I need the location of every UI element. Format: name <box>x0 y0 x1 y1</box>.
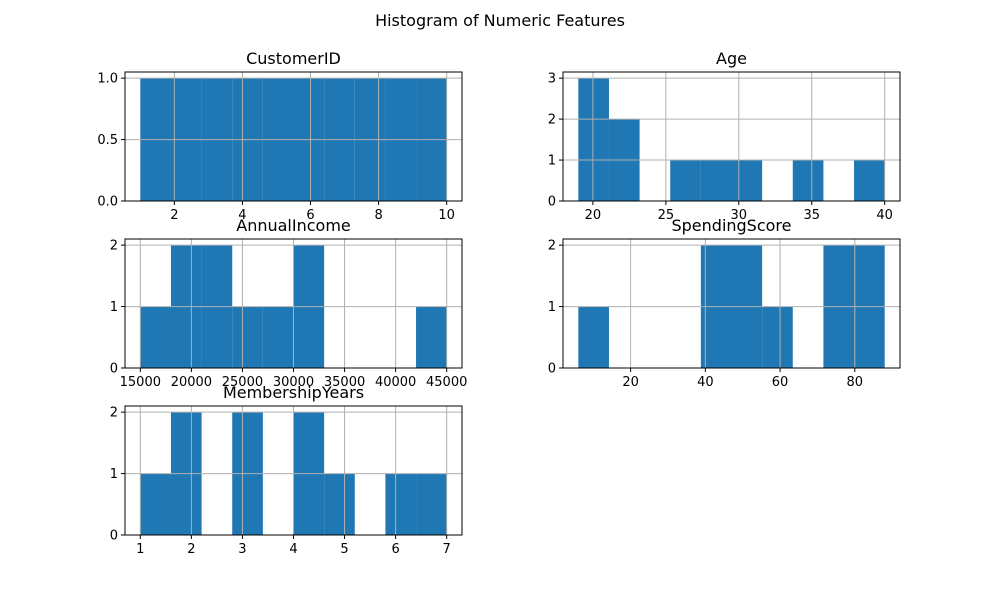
x-tick-label: 1 <box>136 542 144 557</box>
y-tick-label: 0 <box>548 195 556 210</box>
x-tick-label: 3 <box>238 542 246 557</box>
x-tick-label: 80 <box>847 375 864 390</box>
panel-annualincome: 15000 20000 25000 30000 35000 40000 45000 0 1 2 An… <box>110 216 468 390</box>
x-tick-label: 35000 <box>324 375 365 390</box>
figure-title: Histogram of Numeric Features <box>375 11 625 30</box>
y-tick-label: 0 <box>110 362 118 377</box>
x-tick-label: 40 <box>697 375 714 390</box>
y-tick-label: 2 <box>548 239 556 254</box>
subplot-title: Age <box>716 49 747 68</box>
histogram-bar <box>385 473 417 535</box>
panel-customerid: 2 4 6 8 10 0.0 0.5 1.0 CustomerID <box>97 49 463 223</box>
x-tick-label: 5 <box>340 542 348 557</box>
histogram-bar <box>324 473 355 535</box>
y-tick-label: 1 <box>548 154 556 169</box>
histogram-bar <box>416 473 447 535</box>
x-tick-label: 4 <box>238 208 246 223</box>
subplot-title: SpendingScore <box>671 216 791 235</box>
x-tick-label: 45000 <box>426 375 467 390</box>
y-tick-label: 3 <box>548 72 556 87</box>
histogram-bar <box>762 306 793 368</box>
x-tick-label: 7 <box>443 542 451 557</box>
subplot-title: AnnualIncome <box>236 216 351 235</box>
histogram-bar <box>854 160 885 201</box>
x-tick-label: 15000 <box>120 375 161 390</box>
y-tick-label: 1 <box>110 300 118 315</box>
y-tick-label: 2 <box>110 406 118 421</box>
x-tick-label: 8 <box>374 208 382 223</box>
x-tick-label: 25 <box>658 208 675 223</box>
histogram-bar <box>140 306 171 368</box>
x-tick-label: 25000 <box>222 375 263 390</box>
x-tick-label: 2 <box>170 208 178 223</box>
subplot-title: CustomerID <box>246 49 341 68</box>
panel-membershipyears: 1 2 3 4 5 6 7 0 1 2 MembershipYears <box>110 383 463 557</box>
y-tick-label: 1 <box>110 467 118 482</box>
y-tick-label: 1.0 <box>97 72 118 87</box>
x-tick-label: 35 <box>803 208 820 223</box>
histogram-bar <box>578 306 609 368</box>
y-tick-label: 2 <box>548 113 556 128</box>
x-tick-label: 40 <box>876 208 893 223</box>
panel-spendingscore: 20 40 60 80 0 1 2 SpendingScore <box>548 216 901 390</box>
x-tick-label: 20 <box>622 375 639 390</box>
x-tick-label: 20 <box>585 208 602 223</box>
y-tick-label: 0.0 <box>97 195 118 210</box>
histogram-bar <box>731 160 763 201</box>
histogram-bar <box>700 160 732 201</box>
x-tick-label: 40000 <box>375 375 416 390</box>
histogram-bar <box>792 160 824 201</box>
x-tick-label: 30000 <box>273 375 314 390</box>
x-tick-label: 6 <box>391 542 399 557</box>
subplot-title: MembershipYears <box>223 383 364 402</box>
histogram-bar <box>140 473 171 535</box>
y-tick-label: 0.5 <box>97 133 118 148</box>
x-tick-label: 60 <box>772 375 789 390</box>
histogram-bar <box>670 160 701 201</box>
axes-frame <box>124 71 463 202</box>
panel-age: 20 25 30 35 40 0 1 2 3 Age <box>548 49 901 223</box>
y-tick-label: 2 <box>110 239 118 254</box>
histogram-bar <box>578 78 609 201</box>
x-tick-label: 20000 <box>171 375 212 390</box>
y-tick-label: 1 <box>548 300 556 315</box>
x-tick-label: 2 <box>187 542 195 557</box>
y-tick-label: 0 <box>548 362 556 377</box>
axes-frame <box>562 238 901 369</box>
histogram-bar <box>232 306 263 368</box>
x-tick-label: 10 <box>438 208 455 223</box>
histogram-bar <box>262 306 294 368</box>
x-tick-label: 4 <box>289 542 297 557</box>
y-tick-label: 0 <box>110 529 118 544</box>
histogram-bar <box>416 306 447 368</box>
x-tick-label: 30 <box>731 208 748 223</box>
axes-frame <box>562 71 901 202</box>
x-tick-label: 6 <box>306 208 314 223</box>
